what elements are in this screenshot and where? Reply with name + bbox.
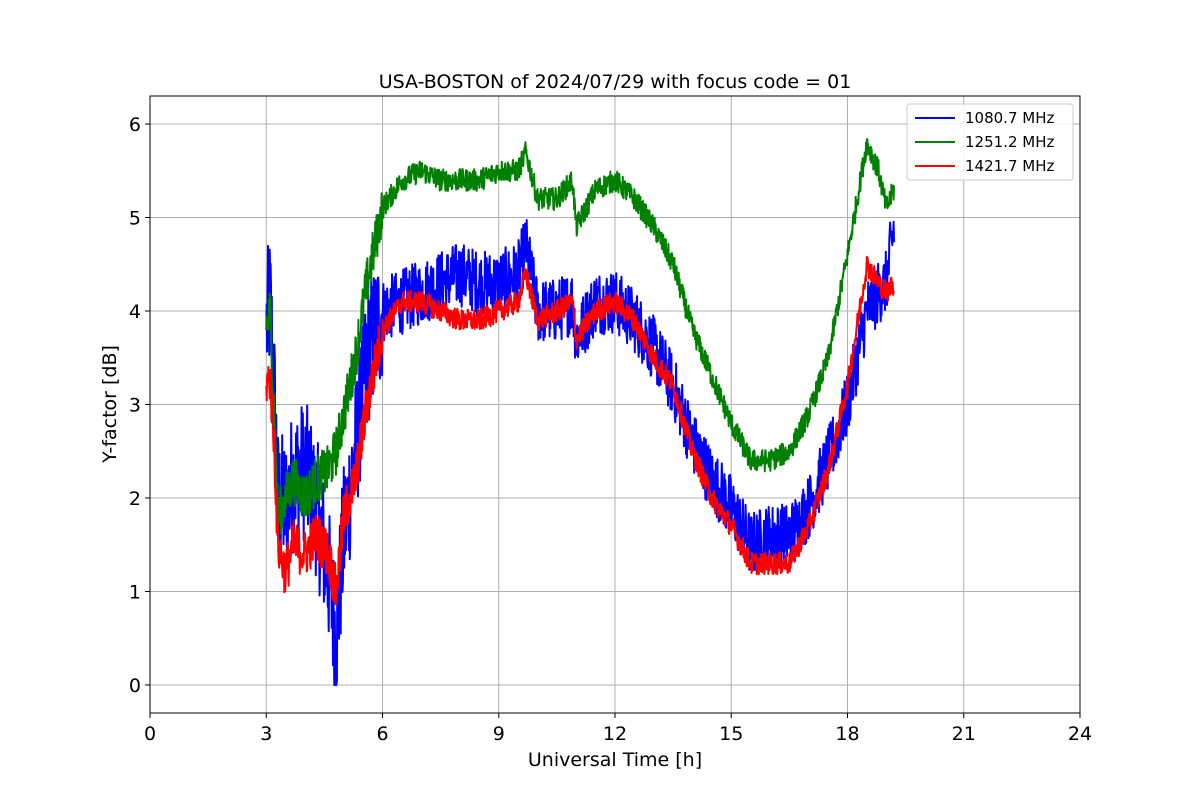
y-tick-label: 6 (129, 114, 141, 136)
y-tick-label: 1 (129, 581, 141, 603)
x-axis-label: Universal Time [h] (528, 749, 702, 771)
x-tick-label: 21 (952, 723, 976, 745)
series-line-3 (265, 255, 895, 606)
legend-box (906, 103, 1074, 181)
y-tick-label: 5 (129, 208, 141, 230)
x-tick-label: 9 (493, 723, 505, 745)
x-tick-label: 6 (376, 723, 388, 745)
x-tick-label: 12 (603, 723, 627, 745)
x-tick-label: 15 (719, 723, 743, 745)
x-tick-label: 3 (260, 723, 272, 745)
legend-label: 1251.2 MHz (965, 133, 1054, 151)
y-axis: 0 1 2 3 4 5 6 (129, 114, 150, 697)
legend-label: 1421.7 MHz (965, 157, 1054, 175)
series-layer (265, 138, 895, 686)
y-tick-label: 0 (129, 675, 141, 697)
x-tick-label: 18 (835, 723, 859, 745)
series-line-1 (265, 219, 895, 686)
y-tick-label: 4 (129, 301, 141, 323)
series-line-2 (265, 138, 895, 535)
x-tick-label: 0 (144, 723, 156, 745)
y-axis-label: Y-factor [dB] (99, 345, 121, 464)
legend: 1080.7 MHz 1251.2 MHz 1421.7 MHz (906, 103, 1074, 181)
y-tick-label: 3 (129, 395, 141, 417)
y-tick-label: 2 (129, 488, 141, 510)
x-tick-label: 24 (1068, 723, 1092, 745)
chart-title: USA-BOSTON of 2024/07/29 with focus code… (379, 71, 852, 93)
legend-label: 1080.7 MHz (965, 109, 1054, 127)
x-axis: 0 3 6 9 12 15 18 21 24 (144, 713, 1092, 745)
